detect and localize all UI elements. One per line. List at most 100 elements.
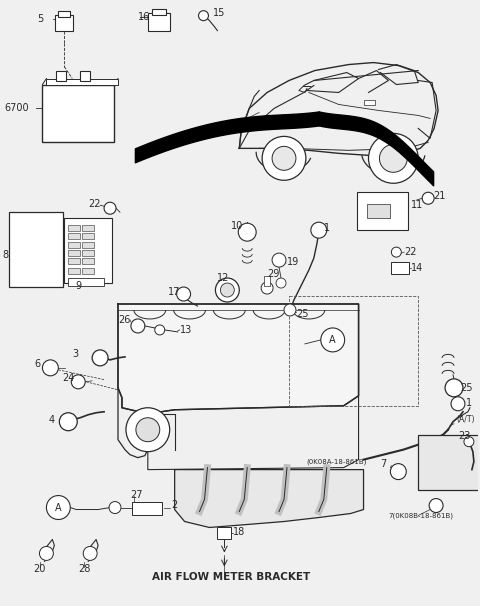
Text: 6: 6 bbox=[35, 359, 41, 369]
Text: 1: 1 bbox=[324, 223, 330, 233]
Bar bbox=[80, 70, 90, 81]
Circle shape bbox=[220, 283, 234, 297]
Text: (0K08A-18-861B): (0K08A-18-861B) bbox=[307, 458, 367, 465]
Text: 25: 25 bbox=[296, 309, 309, 319]
Bar bbox=[367, 204, 390, 218]
Bar bbox=[56, 70, 66, 81]
Circle shape bbox=[39, 547, 53, 561]
Circle shape bbox=[92, 350, 108, 366]
Text: 22: 22 bbox=[404, 247, 417, 257]
Text: 1: 1 bbox=[466, 398, 472, 408]
Text: 18: 18 bbox=[233, 527, 246, 538]
Circle shape bbox=[136, 418, 160, 442]
Bar bbox=[47, 79, 118, 84]
Text: 5: 5 bbox=[37, 14, 44, 24]
Bar bbox=[82, 242, 94, 248]
Text: 27: 27 bbox=[130, 490, 143, 499]
Circle shape bbox=[391, 247, 401, 257]
Text: 12: 12 bbox=[217, 273, 230, 283]
Text: AIR FLOW METER BRACKET: AIR FLOW METER BRACKET bbox=[152, 573, 310, 582]
Circle shape bbox=[272, 147, 296, 170]
Bar bbox=[68, 250, 80, 256]
Bar bbox=[242, 118, 256, 128]
Circle shape bbox=[429, 499, 443, 513]
Bar bbox=[391, 262, 409, 274]
Circle shape bbox=[464, 437, 474, 447]
Text: 9: 9 bbox=[75, 281, 82, 291]
Text: 28: 28 bbox=[78, 564, 91, 574]
Circle shape bbox=[451, 397, 465, 411]
Text: 13: 13 bbox=[180, 325, 192, 335]
Text: 8: 8 bbox=[3, 250, 9, 260]
Text: 4: 4 bbox=[48, 415, 55, 425]
Bar bbox=[418, 435, 480, 490]
Bar bbox=[68, 225, 80, 231]
Text: 26: 26 bbox=[118, 315, 131, 325]
Bar bbox=[68, 268, 80, 274]
Text: 2: 2 bbox=[172, 499, 178, 510]
Bar bbox=[9, 212, 63, 287]
Bar bbox=[152, 8, 166, 15]
Text: 25: 25 bbox=[460, 383, 472, 393]
Bar bbox=[132, 502, 162, 514]
Text: 17: 17 bbox=[168, 287, 180, 297]
Text: 23: 23 bbox=[458, 431, 470, 441]
Circle shape bbox=[272, 253, 286, 267]
Circle shape bbox=[313, 113, 325, 124]
Circle shape bbox=[47, 496, 70, 519]
Text: (A/T): (A/T) bbox=[456, 415, 475, 424]
Text: A: A bbox=[55, 502, 61, 513]
Bar bbox=[68, 242, 80, 248]
Text: 24: 24 bbox=[62, 373, 75, 383]
Circle shape bbox=[104, 202, 116, 214]
Circle shape bbox=[109, 502, 121, 513]
Circle shape bbox=[276, 278, 286, 288]
Polygon shape bbox=[175, 470, 363, 527]
Bar bbox=[82, 233, 94, 239]
Text: 11: 11 bbox=[411, 200, 423, 210]
Bar bbox=[68, 278, 104, 286]
Bar bbox=[363, 101, 375, 105]
Bar bbox=[82, 225, 94, 231]
Text: 19: 19 bbox=[287, 257, 299, 267]
Text: 21: 21 bbox=[433, 191, 445, 201]
Text: 20: 20 bbox=[34, 564, 46, 574]
Text: 16: 16 bbox=[138, 12, 150, 22]
Text: 22: 22 bbox=[88, 199, 101, 209]
Bar bbox=[68, 233, 80, 239]
Bar bbox=[357, 192, 408, 230]
Circle shape bbox=[261, 282, 273, 294]
Circle shape bbox=[131, 319, 145, 333]
Text: 14: 14 bbox=[411, 263, 423, 273]
Circle shape bbox=[262, 136, 306, 180]
Bar bbox=[289, 296, 418, 406]
Text: 3: 3 bbox=[72, 349, 78, 359]
Circle shape bbox=[238, 223, 256, 241]
Circle shape bbox=[42, 360, 59, 376]
Circle shape bbox=[321, 328, 345, 352]
Text: 29: 29 bbox=[267, 269, 279, 279]
Circle shape bbox=[177, 287, 191, 301]
Bar bbox=[42, 84, 114, 142]
Bar bbox=[82, 250, 94, 256]
Bar bbox=[64, 218, 112, 283]
Circle shape bbox=[126, 408, 170, 451]
Text: 7(0K08B-18-861B): 7(0K08B-18-861B) bbox=[388, 512, 454, 519]
Circle shape bbox=[155, 325, 165, 335]
Circle shape bbox=[445, 379, 463, 397]
Circle shape bbox=[71, 375, 85, 389]
Bar bbox=[68, 258, 80, 264]
Circle shape bbox=[83, 547, 97, 561]
Text: 10: 10 bbox=[231, 221, 243, 231]
Circle shape bbox=[60, 413, 77, 431]
Text: 15: 15 bbox=[214, 8, 226, 18]
Bar bbox=[82, 268, 94, 274]
Bar bbox=[264, 276, 270, 286]
Circle shape bbox=[369, 133, 418, 183]
Text: 6700: 6700 bbox=[5, 104, 29, 113]
Circle shape bbox=[422, 192, 434, 204]
Bar bbox=[148, 13, 170, 31]
Circle shape bbox=[311, 222, 327, 238]
Bar bbox=[59, 11, 70, 16]
Bar bbox=[55, 15, 73, 31]
